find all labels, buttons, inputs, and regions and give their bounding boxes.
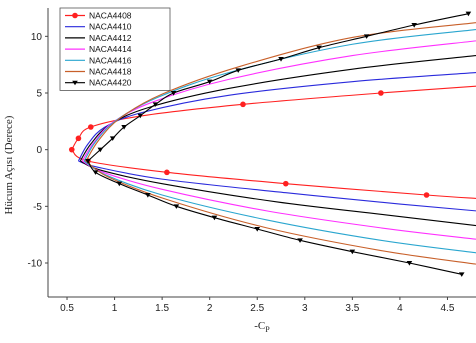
point-naca4408-lower-1 (164, 169, 170, 176)
point-naca4420-lower-1 (116, 181, 123, 187)
y-axis-label: Hücum Açısı (Derece) (3, 115, 15, 214)
legend-item-naca4408: NACA4408 (65, 11, 132, 21)
y-tick-label: 5 (36, 89, 42, 100)
legend-label: NACA4410 (89, 22, 132, 32)
legend-item-naca4420: NACA4420 (65, 78, 132, 88)
x-tick-label: 3.5 (345, 303, 359, 314)
legend-item-naca4412: NACA4412 (65, 33, 132, 43)
point-naca4420-upper-12 (411, 23, 417, 28)
point-naca4420-upper-8 (235, 68, 242, 73)
series-line-naca4414-upper (81, 40, 476, 162)
point-naca4420-upper-3 (121, 125, 127, 130)
x-tick-label: 2.5 (250, 303, 264, 314)
point-naca4420-lower-7 (349, 249, 356, 255)
y-tick-label: 0 (36, 145, 42, 156)
x-axis-label-sub: P (265, 325, 270, 334)
legend-label: NACA4414 (89, 44, 132, 54)
point-naca4420-lower-0 (92, 170, 99, 175)
legend-label: NACA4416 (89, 55, 132, 65)
series-line-naca4412-upper (79, 55, 476, 162)
point-naca4408-upper-0 (68, 146, 75, 153)
point-naca4420-upper-10 (316, 45, 322, 51)
legend: NACA4408NACA4410NACA4412NACA4414NACA4416… (59, 7, 171, 91)
point-naca4420-upper-9 (278, 57, 284, 62)
x-tick-label: 2 (207, 303, 213, 314)
x-tick-label: 4.5 (441, 303, 455, 314)
series-line-naca4410-upper (77, 72, 476, 162)
series-naca4420 (85, 11, 472, 277)
series-naca4408 (68, 85, 476, 199)
series-line-naca4416-lower (83, 160, 476, 254)
series-line-naca4418-lower (85, 160, 476, 265)
y-tick-label: -5 (33, 202, 42, 213)
point-naca4408-upper-1 (75, 135, 82, 142)
point-naca4420-lower-8 (406, 261, 413, 266)
series-naca4412 (79, 55, 476, 227)
point-naca4420-upper-4 (137, 113, 144, 119)
point-naca4408-upper-2 (88, 124, 94, 130)
legend-label: NACA4420 (89, 78, 132, 88)
y-tick-label: 10 (31, 32, 43, 43)
series-line-naca4410-lower (78, 160, 476, 212)
point-naca4420-upper-2 (109, 136, 116, 141)
legend-label: NACA4408 (89, 11, 132, 21)
legend-item-naca4410: NACA4410 (65, 22, 132, 32)
legend-label: NACA4418 (89, 67, 132, 77)
series-naca4410 (77, 72, 476, 212)
x-tick-label: 1 (112, 303, 118, 314)
point-naca4420-lower-2 (145, 193, 151, 198)
point-naca4408-lower-3 (423, 192, 430, 198)
point-naca4408-upper-3 (240, 101, 246, 108)
point-naca4420-upper-1 (97, 147, 104, 153)
point-naca4420-upper-0 (85, 159, 91, 164)
point-naca4420-upper-6 (170, 91, 177, 96)
legend-item-naca4414: NACA4414 (65, 44, 132, 54)
x-axis-label-main: -C (254, 320, 265, 332)
series-line-naca4408-upper (71, 85, 476, 150)
y-tick-label: -10 (28, 259, 43, 270)
series-naca4416 (83, 28, 476, 254)
series-line-naca4412-lower (80, 160, 476, 227)
x-axis-label: -CP (254, 320, 270, 334)
legend-marker (72, 12, 78, 19)
point-naca4420-upper-11 (363, 34, 370, 39)
x-tick-label: 0.5 (60, 303, 74, 314)
series-naca4414 (81, 40, 476, 240)
point-naca4420-upper-7 (206, 79, 213, 85)
point-naca4420-lower-4 (211, 215, 218, 221)
legend-label: NACA4412 (89, 33, 132, 43)
point-naca4408-upper-4 (378, 90, 384, 96)
series-line-naca4418-upper (85, 22, 476, 162)
point-naca4420-upper-13 (465, 11, 472, 17)
legend-item-naca4416: NACA4416 (65, 55, 132, 65)
series-naca4418 (85, 22, 476, 265)
series-line-naca4416-upper (83, 28, 476, 162)
x-tick-label: 3 (302, 303, 308, 314)
point-naca4420-upper-5 (152, 102, 159, 107)
point-naca4420-lower-5 (254, 227, 261, 232)
legend-marker (72, 80, 78, 86)
point-naca4420-lower-3 (173, 204, 180, 209)
point-naca4408-lower-2 (282, 180, 289, 187)
x-tick-label: 4 (397, 303, 403, 314)
x-tick-label: 1.5 (155, 303, 169, 314)
legend-item-naca4418: NACA4418 (65, 67, 132, 77)
point-naca4420-lower-6 (297, 238, 303, 243)
point-naca4420-lower-9 (458, 272, 465, 277)
series-line-naca4414-lower (81, 160, 476, 240)
